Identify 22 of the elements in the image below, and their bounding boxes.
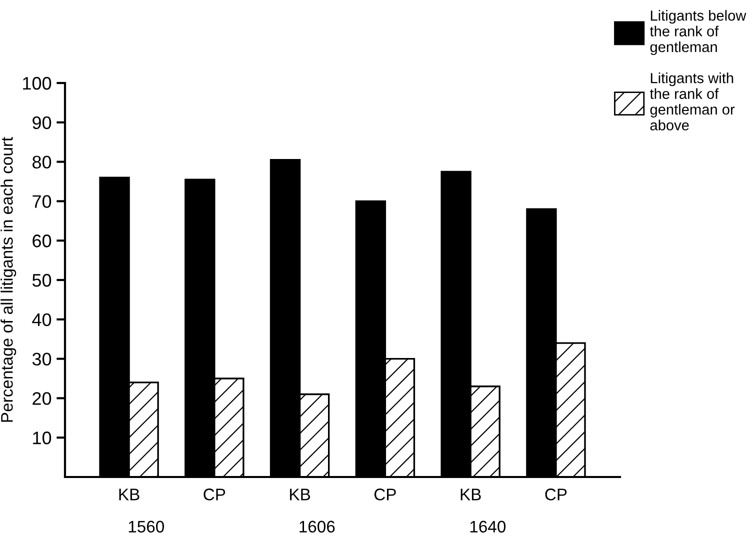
y-tick-label: 20 [32, 392, 52, 405]
y-tick-label: 40 [32, 313, 52, 326]
x-tick-label: KB [290, 488, 310, 500]
x-tick-label: CP [374, 488, 396, 500]
legend-label: Litigants below the rank of gentleman [650, 10, 746, 56]
y-tick-label: 100 [23, 76, 52, 90]
legend-label: Litigants with the rank of gentleman or above [650, 72, 735, 130]
y-axis-title: Percentage of all litigants in each court [0, 136, 16, 422]
y-tick-label: 60 [32, 234, 52, 248]
x-tick-label: CP [545, 488, 567, 500]
y-tick-label: 30 [32, 352, 52, 366]
y-tick-label: 70 [32, 195, 52, 208]
y-tick-label: 50 [32, 274, 52, 287]
y-tick-label: 10 [33, 432, 52, 444]
x-tick-label: KB [460, 488, 481, 500]
text: 1560 [128, 520, 164, 533]
x-tick-label: KB [119, 488, 140, 500]
text: 1606 [300, 520, 335, 533]
y-tick-label: 80 [32, 156, 52, 169]
text: 1640 [470, 520, 506, 533]
y-tick-label: 90 [32, 116, 52, 130]
x-tick-label: CP [204, 488, 226, 500]
